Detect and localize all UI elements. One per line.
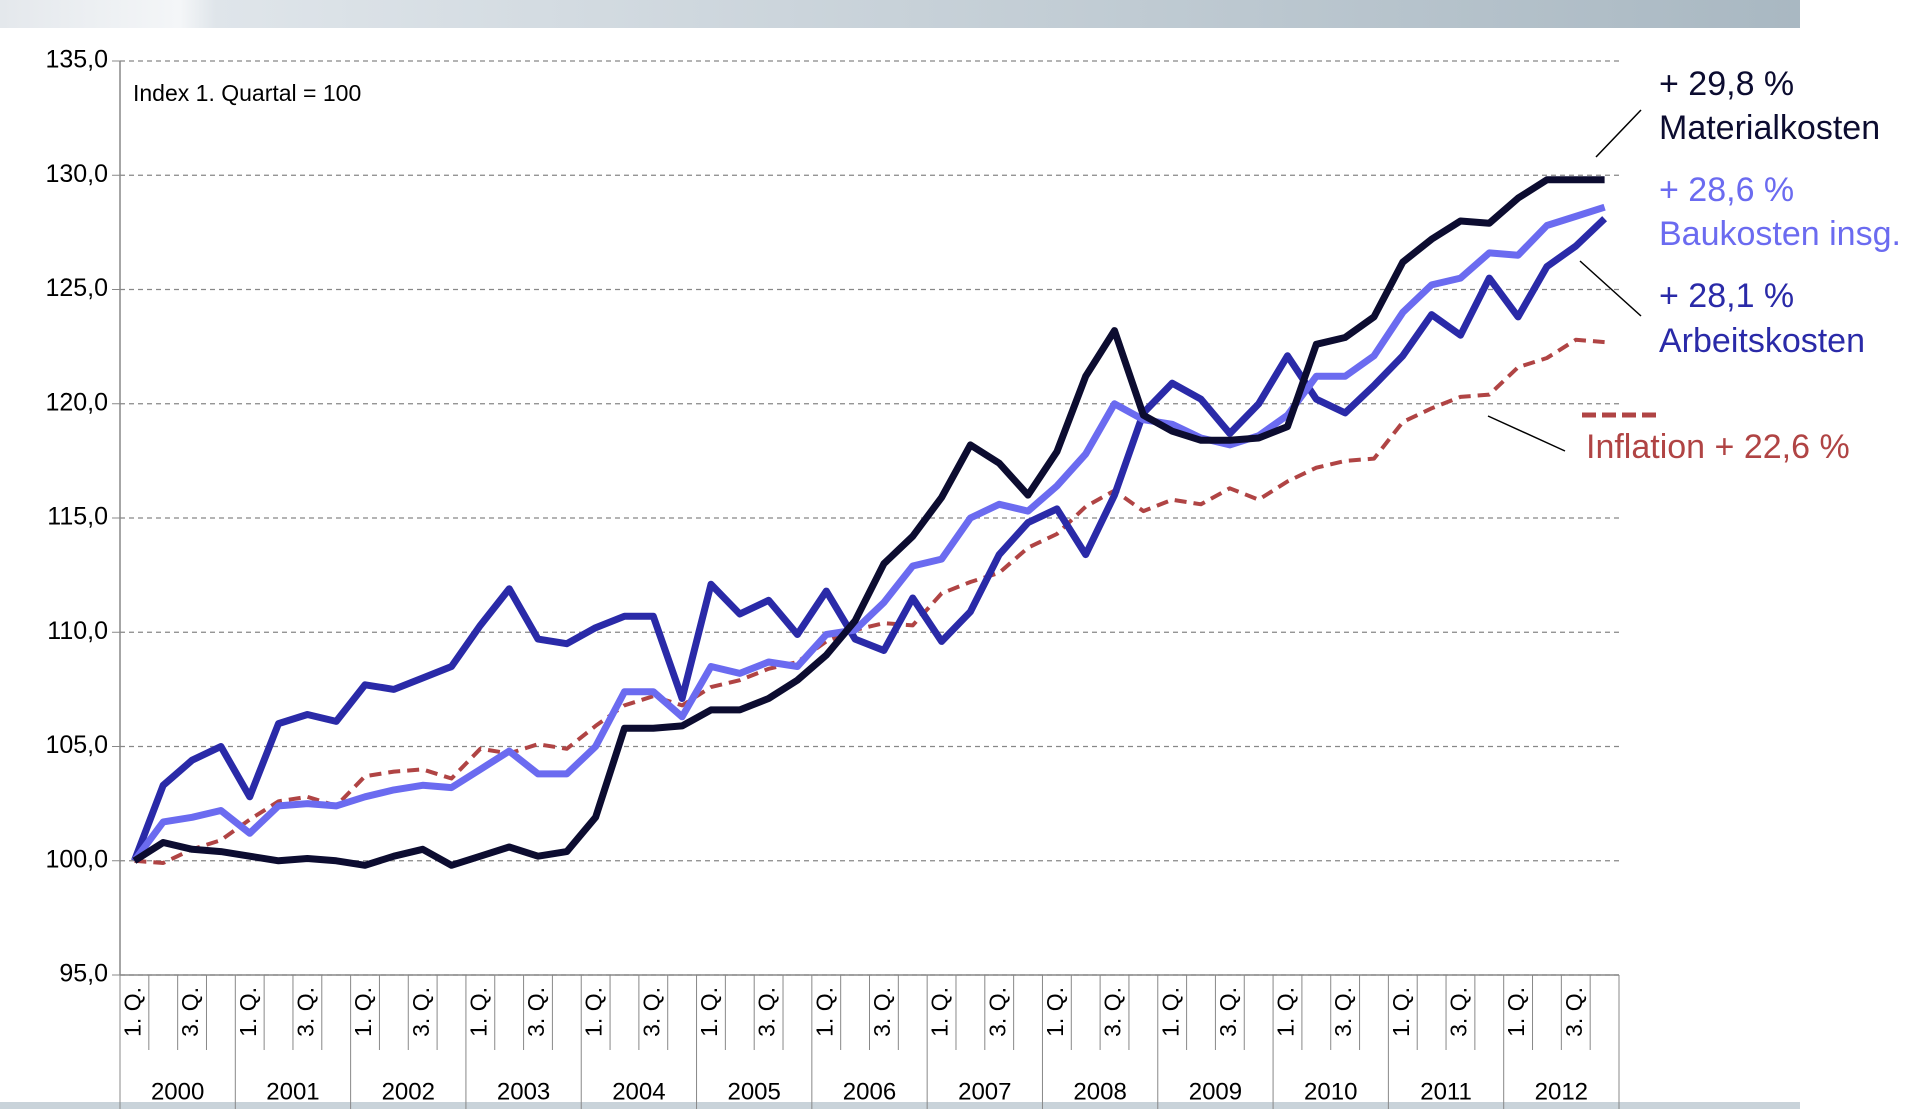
x-tick-label: 3. Q.: [1446, 987, 1472, 1037]
series-line: [131, 203, 1606, 863]
y-tick-label: 110,0: [47, 617, 108, 645]
x-tick-label: 3. Q.: [1561, 987, 1587, 1037]
x-tick-label: 3. Q.: [869, 987, 895, 1037]
x-tick-label: 1. Q.: [235, 987, 261, 1037]
leader-line: [1579, 260, 1642, 317]
label-change: + 22,6 %: [1715, 428, 1850, 466]
x-tick-label: 3. Q.: [523, 987, 549, 1037]
y-tick-label: 100,0: [45, 845, 108, 873]
x-tick-label: 1. Q.: [1042, 987, 1068, 1037]
y-tick-label: 95,0: [59, 960, 108, 988]
series-line: [132, 176, 1605, 869]
leader-line: [1595, 109, 1642, 158]
x-tick-label: 3. Q.: [1100, 987, 1126, 1037]
x-tick-label: 1. Q.: [465, 987, 491, 1037]
x-tick-label: 3. Q.: [754, 987, 780, 1037]
year-label: 2000: [151, 1078, 204, 1105]
x-tick-label: 1. Q.: [1503, 987, 1529, 1037]
label-name: Materialkosten: [1659, 109, 1880, 147]
header-band: [0, 0, 1800, 28]
x-tick-label: 3. Q.: [1330, 987, 1356, 1037]
x-tick-label: 1. Q.: [350, 987, 376, 1037]
x-tick-label: 3. Q.: [984, 987, 1010, 1037]
label-name: Inflation: [1586, 428, 1705, 466]
x-tick-label: 3. Q.: [292, 987, 318, 1037]
year-label: 2004: [612, 1078, 665, 1105]
year-label: 2008: [1073, 1078, 1126, 1105]
y-tick-label: 105,0: [45, 731, 108, 759]
x-tick-label: 1. Q.: [811, 987, 837, 1037]
y-tick-label: 120,0: [45, 388, 108, 416]
label-gap: [1705, 428, 1714, 466]
label-name: Arbeitskosten: [1659, 322, 1865, 360]
label-change: + 29,8 %: [1659, 65, 1794, 103]
year-label: 2001: [266, 1078, 319, 1105]
label-change: + 28,1 %: [1659, 277, 1794, 315]
year-label: 2007: [958, 1078, 1011, 1105]
year-label: 2012: [1535, 1078, 1588, 1105]
label-name: Baukosten insg.: [1659, 215, 1901, 253]
y-tick-label: 130,0: [45, 160, 108, 188]
series-line: [131, 216, 1608, 863]
year-label: 2005: [727, 1078, 780, 1105]
year-label: 2009: [1189, 1078, 1242, 1105]
x-tick-label: 1. Q.: [927, 987, 953, 1037]
x-tick-label: 1. Q.: [1273, 987, 1299, 1037]
label-change: + 28,6 %: [1659, 171, 1794, 209]
y-tick-label: 115,0: [47, 503, 108, 531]
x-tick-label: 3. Q.: [638, 987, 664, 1037]
x-tick-label: 3. Q.: [177, 987, 203, 1037]
x-tick-label: 1. Q.: [119, 987, 145, 1037]
year-label: 2011: [1420, 1078, 1472, 1105]
year-label: 2006: [843, 1078, 896, 1105]
label-name: Inflation + 22,6 %: [1586, 428, 1850, 466]
leader-line: [1487, 415, 1566, 452]
x-tick-label: 3. Q.: [1215, 987, 1241, 1037]
series-line: [134, 337, 1605, 865]
y-tick-label: 125,0: [45, 274, 108, 302]
year-label: 2003: [497, 1078, 550, 1105]
y-tick-label: 135,0: [45, 46, 108, 74]
footer-band: [0, 1102, 1800, 1109]
annotation: Index 1. Quartal = 100: [133, 80, 361, 106]
year-label: 2010: [1304, 1078, 1357, 1105]
x-tick-label: 1. Q.: [696, 987, 722, 1037]
x-tick-label: 1. Q.: [1388, 987, 1414, 1037]
year-label: 2002: [382, 1078, 435, 1105]
x-tick-label: 3. Q.: [408, 987, 434, 1037]
x-tick-label: 1. Q.: [1157, 987, 1183, 1037]
x-tick-label: 1. Q.: [581, 987, 607, 1037]
